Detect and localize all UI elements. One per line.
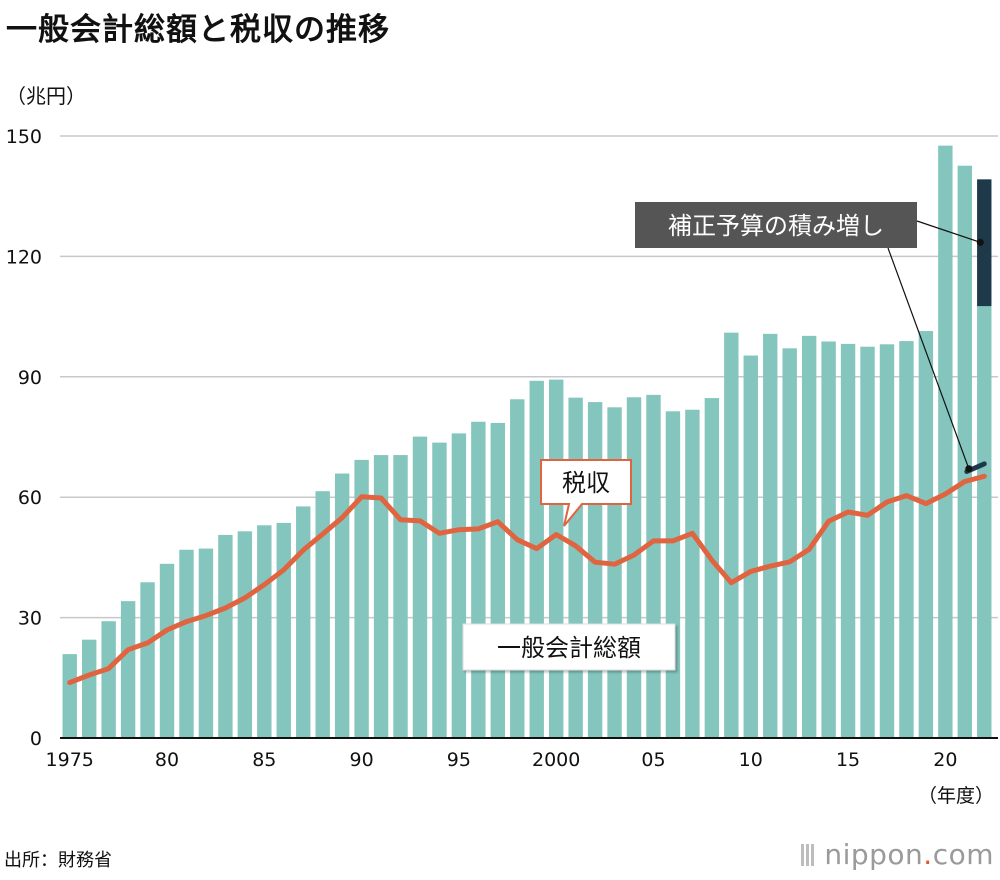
bar-1982: [198, 548, 214, 738]
x-tick-label: 15: [836, 749, 860, 771]
y-tick-label: 60: [18, 487, 42, 509]
y-tick-label: 120: [6, 246, 42, 268]
bar-2010: [743, 355, 758, 738]
y-tick-label: 0: [30, 728, 42, 750]
bar-2014: [821, 341, 836, 738]
x-tick-label: 2000: [532, 749, 580, 771]
bar-1985: [257, 525, 272, 738]
tax-callout-text: 税収: [562, 469, 610, 497]
annotations: 一般会計総額 税収 補正予算の積み増し: [462, 202, 984, 671]
bar-1976: [81, 639, 97, 738]
bar-1986: [276, 522, 291, 738]
bar-2000: [548, 379, 564, 738]
x-tick-label: 85: [252, 749, 276, 771]
credit-name: nippon: [824, 838, 924, 871]
bar-2012: [782, 348, 797, 738]
y-tick-label: 150: [6, 126, 42, 148]
tax-line: [67, 473, 987, 686]
bar-2003: [607, 407, 622, 738]
supplement-leader-dot: [976, 238, 984, 246]
bar-2011: [763, 333, 778, 738]
bar-2008: [704, 398, 720, 738]
chart-title: 一般会計総額と税収の推移: [6, 12, 390, 48]
bar-2017: [879, 344, 895, 738]
bar-2018: [899, 341, 914, 738]
bar-2007: [685, 409, 700, 738]
bar-2015: [840, 343, 856, 738]
supplement-label-text: 補正予算の積み増し: [668, 212, 884, 240]
bar-2002: [587, 402, 603, 738]
bar-1990: [354, 459, 369, 738]
bar-1984: [237, 531, 253, 738]
y-tick-label: 30: [18, 608, 42, 630]
bar-series: [62, 145, 992, 738]
bar-1981: [179, 549, 194, 738]
bar-1995: [451, 433, 467, 738]
x-tick-label: 10: [739, 749, 763, 771]
supplement-label-box: [635, 202, 917, 248]
bar-2006: [665, 411, 681, 738]
credit-dot: .: [923, 838, 933, 871]
bar-1975: [62, 654, 77, 738]
credit-logo: nippon.com: [801, 838, 994, 873]
bar-1999: [529, 380, 544, 738]
bar-1977: [101, 621, 116, 738]
total-label-box: [462, 623, 676, 671]
y-tick-label: 90: [18, 367, 42, 389]
bar-1988: [315, 491, 330, 738]
bar-2001: [568, 397, 583, 738]
bar-1979: [140, 582, 155, 738]
bar-2013: [801, 335, 817, 738]
tax-supplement-leader-dot: [965, 465, 973, 473]
tax-callout-bubble: [540, 459, 632, 527]
bar-1997: [490, 422, 506, 738]
tax-supplement-leader-line: [887, 247, 970, 469]
supplement-series: [977, 179, 992, 307]
bar-1987: [296, 506, 311, 738]
bar-1993: [412, 436, 428, 738]
bar-2004: [626, 397, 642, 738]
bar-2005: [646, 394, 661, 738]
bar-1989: [334, 473, 350, 738]
bar-1992: [393, 455, 408, 738]
bar-1998: [510, 399, 525, 738]
x-axis-unit-label: （年度）: [918, 785, 994, 807]
x-tick-label: 90: [350, 749, 374, 771]
credit-tld: com: [932, 838, 994, 871]
bar-1980: [159, 563, 175, 738]
bar-1978: [120, 601, 136, 738]
source-note: 出所：財務省: [4, 850, 112, 871]
bar-1996: [471, 421, 486, 738]
supplement-bar-2022: [977, 179, 992, 307]
x-tick-label: 1975: [46, 749, 94, 771]
bar-1994: [432, 442, 447, 738]
x-tick-label: 95: [447, 749, 471, 771]
bar-1983: [218, 534, 233, 738]
bar-2009: [724, 332, 739, 738]
x-tick-label: 05: [641, 749, 665, 771]
bar-2021: [957, 165, 973, 738]
bar-2019: [918, 331, 934, 738]
y-axis-unit-label: （兆円）: [6, 84, 86, 108]
bar-2022: [977, 306, 992, 738]
supplement-leader-line: [916, 220, 981, 243]
bar-2020: [938, 145, 953, 738]
x-tick-label: 80: [155, 749, 179, 771]
x-tick-label: 20: [933, 749, 957, 771]
total-label-text: 一般会計総額: [497, 634, 641, 662]
bar-2016: [860, 346, 875, 738]
logo-bars-icon: [801, 840, 816, 873]
bar-1991: [373, 455, 389, 738]
axes: 0 30 60 90 120 150 1975 80 85 90 95 2000 05 10 15 20 （年度…: [6, 126, 998, 807]
